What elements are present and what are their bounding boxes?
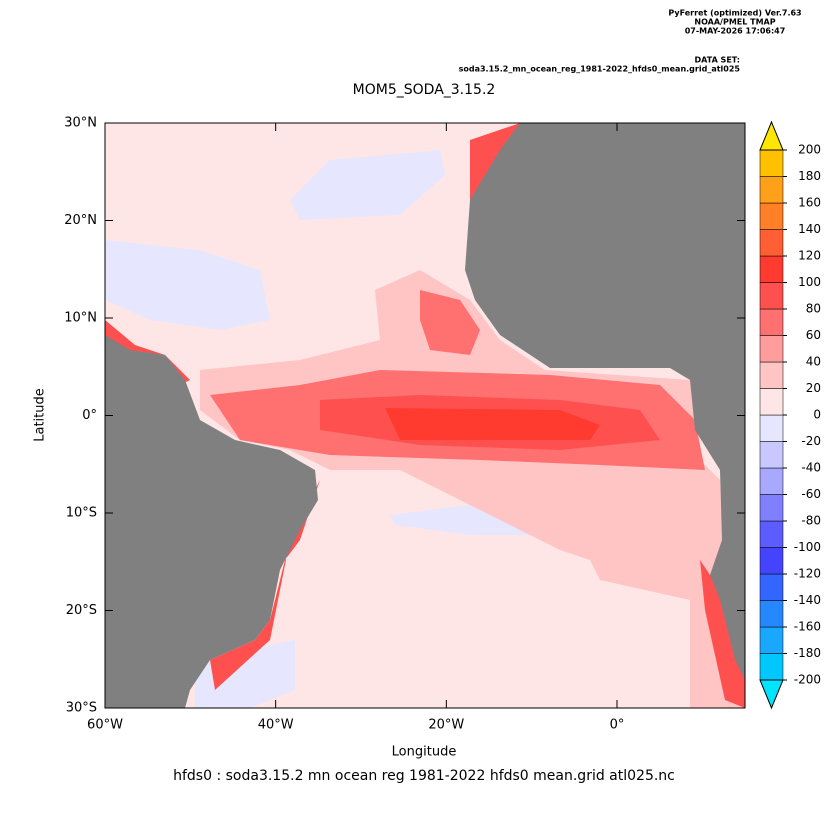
colorbar-label: 60 xyxy=(806,328,821,342)
colorbar-band xyxy=(759,149,784,177)
colorbar-label: -40 xyxy=(801,461,821,475)
x-tick-label: 40°W xyxy=(258,718,294,733)
y-tick-label: 10°S xyxy=(66,506,97,521)
colorbar-label: -80 xyxy=(801,514,821,528)
patch xyxy=(420,290,480,355)
colorbar-band xyxy=(759,282,784,310)
colorbar-under xyxy=(759,679,784,710)
land xyxy=(105,335,318,708)
colorbar-label: 180 xyxy=(798,169,821,183)
colorbar-band xyxy=(759,202,784,230)
y-tick-label: 10°N xyxy=(64,311,97,326)
patch xyxy=(105,240,270,330)
colorbar-band xyxy=(759,573,784,601)
colorbar-over xyxy=(759,120,784,151)
header-line: 07-MAY-2026 17:06:47 xyxy=(685,27,786,36)
colorbar-band xyxy=(759,255,784,283)
colorbar-label: 0 xyxy=(813,408,821,422)
colorbar-label: 120 xyxy=(798,249,821,263)
colorbar-band xyxy=(759,653,784,681)
colorbar-band xyxy=(759,494,784,522)
y-tick-label: 30°N xyxy=(64,116,97,131)
colorbar-band xyxy=(759,626,784,654)
map-field xyxy=(104,122,746,709)
colorbar-label: -60 xyxy=(801,487,821,501)
colorbar-band xyxy=(759,308,784,336)
colorbar-label: -100 xyxy=(794,540,821,554)
colorbar-label: -200 xyxy=(794,673,821,687)
dataset: soda3.15.2_mn_ocean_reg_1981-2022_hfds0_… xyxy=(459,65,741,74)
colorbar-label: 20 xyxy=(806,381,821,395)
coast-band xyxy=(210,480,320,690)
colorbar-band xyxy=(759,441,784,469)
header-line: NOAA/PMEL TMAP xyxy=(694,18,775,27)
colorbar-label: -20 xyxy=(801,434,821,448)
colorbar-label: 80 xyxy=(806,302,821,316)
y-axis-label: Latitude xyxy=(33,388,48,442)
footer: hfds0 : soda3.15.2 mn ocean reg 1981-202… xyxy=(173,768,675,784)
x-tick-label: 20°W xyxy=(428,718,464,733)
x-tick-label: 0° xyxy=(610,718,625,733)
colorbar-label: -140 xyxy=(794,593,821,607)
colorbar-label: 100 xyxy=(798,275,821,289)
patch xyxy=(385,408,600,440)
coast-band xyxy=(700,560,745,708)
colorbar-band xyxy=(759,547,784,575)
x-tick-label: 60°W xyxy=(87,718,123,733)
y-tick-label: 0° xyxy=(82,408,97,423)
colorbar-band xyxy=(759,176,784,204)
colorbar-label: 160 xyxy=(798,196,821,210)
colorbar-label: -180 xyxy=(794,646,821,660)
y-tick-label: 20°N xyxy=(64,213,97,228)
colorbar-label: -120 xyxy=(794,567,821,581)
colorbar-band xyxy=(759,361,784,389)
colorbar-label: 140 xyxy=(798,222,821,236)
header-line: PyFerret (optimized) Ver.7.63 xyxy=(668,9,801,18)
chart-title: MOM5_SODA_3.15.2 xyxy=(353,82,496,98)
x-axis-label: Longitude xyxy=(392,745,457,760)
colorbar-band xyxy=(759,520,784,548)
colorbar-label: 40 xyxy=(806,355,821,369)
colorbar-band xyxy=(759,414,784,442)
colorbar-label: -160 xyxy=(794,620,821,634)
colorbar-band xyxy=(759,388,784,416)
y-tick-label: 20°S xyxy=(66,603,97,618)
colorbar-label: 200 xyxy=(798,143,821,157)
colorbar-band xyxy=(759,229,784,257)
colorbar-band xyxy=(759,600,784,628)
y-tick-label: 30°S xyxy=(66,701,97,716)
land xyxy=(465,123,745,680)
colorbar-band xyxy=(759,335,784,363)
colorbar-band xyxy=(759,467,784,495)
dataset-label: DATA SET: xyxy=(695,56,740,65)
patch xyxy=(290,150,445,220)
